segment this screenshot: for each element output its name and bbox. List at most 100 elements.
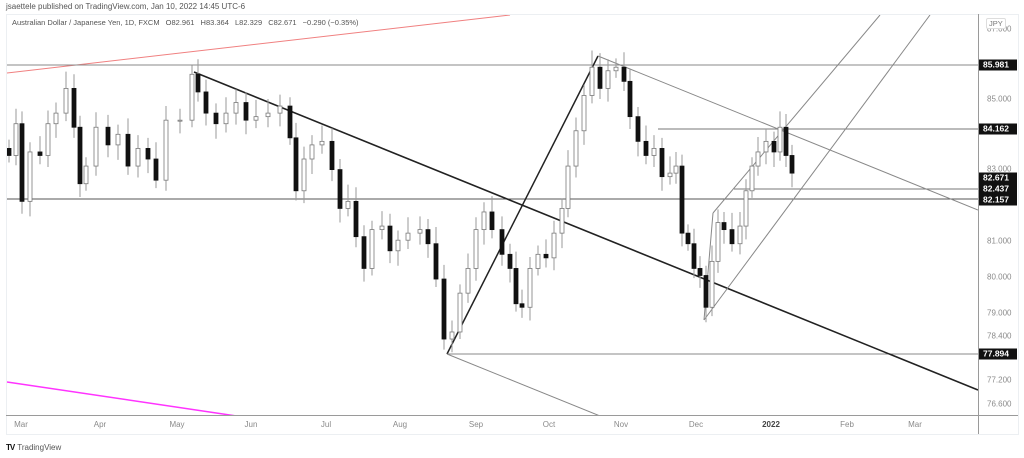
candle — [13, 123, 19, 156]
currency-badge[interactable]: JPY — [986, 18, 1006, 29]
candle — [125, 133, 131, 167]
candle — [233, 102, 239, 114]
candle — [789, 155, 795, 174]
candle — [319, 140, 325, 146]
candle — [45, 123, 51, 156]
candle — [189, 73, 195, 121]
candle — [697, 268, 703, 276]
candle — [685, 232, 691, 245]
candle — [565, 165, 571, 209]
candle — [737, 225, 743, 245]
candle — [417, 229, 423, 234]
symbol-legend: Australian Dollar / Japanese Yen, 1D, FX… — [12, 18, 363, 27]
candle — [37, 151, 43, 156]
tick-87: 87.000 — [987, 24, 1012, 34]
candle — [771, 140, 777, 153]
time-label-jul: Jul — [320, 420, 332, 429]
ohlc-high: H83.364 — [200, 18, 229, 27]
candle — [715, 222, 721, 262]
price-label-84162: 84.162 — [979, 123, 1017, 135]
price-label-82157: 82.157 — [979, 194, 1017, 206]
price-label-85981: 85.981 — [979, 59, 1017, 71]
time-axis[interactable]: Mar Apr May Jun Jul Aug Sep Oct Nov Dec … — [6, 415, 978, 434]
candle — [163, 119, 169, 181]
candle — [27, 151, 33, 202]
candle — [287, 105, 293, 139]
candle — [329, 140, 335, 171]
price-label-last: 82.671 — [979, 172, 1017, 184]
candle — [395, 239, 401, 252]
candle — [513, 268, 519, 305]
tick-78-4: 78.400 — [987, 331, 1012, 341]
time-label-aug: Aug — [392, 420, 408, 429]
tick-80: 80.000 — [987, 272, 1012, 282]
candle — [543, 253, 549, 259]
candle — [679, 165, 685, 234]
axis-corner — [978, 415, 1018, 434]
candle — [361, 236, 367, 269]
candle — [589, 66, 595, 96]
tick-77-2: 77.200 — [987, 375, 1012, 385]
magenta-trendline — [7, 381, 235, 415]
symbol-name[interactable]: Australian Dollar / Japanese Yen, 1D, FX… — [12, 18, 160, 27]
candle — [627, 80, 633, 118]
price-axis[interactable]: 87.000 85.000 83.000 81.000 80.000 79.00… — [978, 14, 1018, 415]
candle — [621, 66, 627, 82]
candle — [337, 169, 343, 209]
price-change: −0.290 (−0.35%) — [302, 18, 359, 27]
candle — [223, 112, 229, 125]
time-label-oct: Oct — [542, 420, 556, 429]
time-label-apr: Apr — [93, 420, 107, 429]
candle — [243, 102, 249, 121]
tradingview-brand[interactable]: TV TradingView — [6, 443, 61, 452]
candle — [93, 126, 99, 167]
candle — [709, 260, 715, 308]
price-chart-canvas[interactable] — [0, 0, 978, 415]
candle — [19, 123, 25, 202]
candle — [749, 165, 755, 192]
candle — [253, 116, 259, 121]
time-label-sep: Sep — [468, 420, 484, 429]
candlestick-series — [7, 50, 795, 353]
candle — [135, 148, 141, 167]
candle — [449, 331, 455, 340]
pitchfork-lower-ray — [446, 353, 599, 415]
candle — [743, 190, 749, 227]
pitchfork-handle — [446, 55, 599, 355]
price-label-77894: 77.894 — [979, 348, 1017, 360]
time-label-nov: Nov — [613, 420, 629, 429]
candle — [597, 66, 603, 89]
candle — [53, 112, 59, 125]
time-label-dec: Dec — [688, 420, 704, 429]
candle — [77, 126, 83, 185]
candle — [635, 116, 641, 142]
rising-channel-upper — [712, 15, 881, 214]
candle — [63, 88, 69, 114]
candle — [691, 243, 697, 269]
candle — [659, 148, 665, 178]
candle — [581, 95, 587, 132]
candle — [613, 66, 619, 72]
candle — [673, 165, 679, 174]
red-trendline — [7, 15, 511, 74]
candle — [345, 200, 351, 209]
ohlc-open: O82.961 — [165, 18, 195, 27]
candle — [499, 229, 505, 255]
time-label-jun: Jun — [244, 420, 258, 429]
tick-76-6: 76.600 — [987, 399, 1012, 409]
candle — [605, 70, 611, 89]
rising-channel-lower — [703, 15, 931, 321]
candle — [481, 211, 487, 231]
candle — [535, 253, 541, 269]
candle — [559, 208, 565, 234]
candle — [265, 112, 271, 118]
candle — [763, 140, 769, 153]
price-label-82437: 82.437 — [979, 183, 1017, 195]
ohlc-low: L82.329 — [235, 18, 263, 27]
candle — [83, 165, 89, 185]
candle — [473, 229, 479, 269]
tradingview-logo-icon: TV — [6, 443, 15, 452]
tick-79: 79.000 — [987, 308, 1012, 318]
time-label-mar: Mar — [14, 420, 28, 429]
candle — [551, 232, 557, 259]
